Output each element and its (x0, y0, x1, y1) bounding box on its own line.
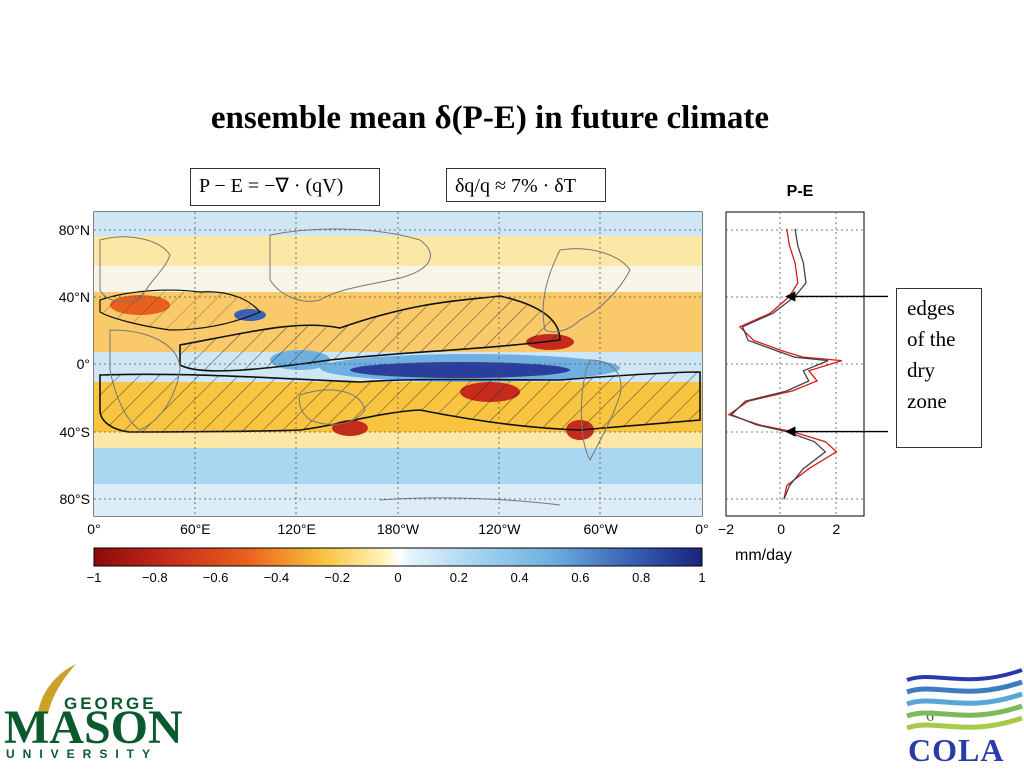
side-x-tick-label: 2 (833, 521, 841, 537)
annotation-line: dry (907, 358, 935, 382)
zonal-mean-series-line (727, 228, 843, 500)
slide-title: ensemble mean δ(P-E) in future climate (210, 100, 770, 136)
page-number: 6 (926, 708, 934, 725)
colorbar-tick-label: −0.2 (324, 570, 350, 585)
map-x-tick-label: 60°E (180, 521, 211, 537)
annotation-box: edges of the dry zone (896, 288, 982, 448)
zonal-mean-panel (725, 211, 865, 517)
colorbar-tick-label: 0.6 (571, 570, 589, 585)
side-x-tick-label: −2 (718, 521, 734, 537)
colorbar-tick-label: 0 (394, 570, 401, 585)
annotation-line: zone (907, 389, 947, 413)
logo-line-mason: MASON (4, 701, 183, 754)
map-y-tick-label: 0° (77, 356, 90, 372)
arrow-head-icon (785, 291, 796, 302)
logo-line-george: GEORGE (64, 694, 157, 713)
side-panel-title: P-E (786, 183, 814, 200)
side-panel-unit: mm/day (735, 547, 792, 564)
map-x-tick-label: 60°W (583, 521, 618, 537)
side-x-tick-label: 0 (777, 521, 785, 537)
colorbar (93, 547, 703, 567)
cola-logo-text: COLA (908, 732, 1005, 768)
colorbar-tick-label: −1 (87, 570, 102, 585)
annotation-line: of the (907, 327, 956, 351)
map-y-tick-label: 40°N (59, 289, 90, 305)
colorbar-tick-label: 0.4 (511, 570, 529, 585)
zonal-mean-series-line (730, 228, 829, 500)
logo-wave-icon (906, 668, 1023, 682)
map-x-tick-label: 0° (87, 521, 100, 537)
map-x-tick-label: 0° (695, 521, 708, 537)
colorbar-tick-label: −0.6 (203, 570, 229, 585)
colorbar-tick-label: −0.4 (264, 570, 290, 585)
colorbar-tick-label: 0.8 (632, 570, 650, 585)
annotation-line: edges (907, 296, 955, 320)
equation-clausius-clapeyron: δq/q ≈ 7% · δT (446, 168, 606, 202)
logo-line-university: UNIVERSITY (6, 747, 159, 761)
colorbar-tick-label: −0.8 (142, 570, 168, 585)
map-panel (93, 211, 703, 517)
cola-logo (906, 668, 1023, 731)
map-y-tick-label: 40°S (59, 424, 90, 440)
colorbar-tick-label: 1 (698, 570, 705, 585)
george-mason-logo (38, 664, 76, 714)
logo-flame-icon (38, 664, 76, 714)
map-y-tick-label: 80°S (59, 491, 90, 507)
equation-moisture-convergence: P − E = −∇ · (qV) (190, 168, 380, 206)
map-x-tick-label: 120°E (278, 521, 316, 537)
map-x-tick-label: 120°W (478, 521, 521, 537)
arrow-head-icon (785, 426, 796, 437)
colorbar-tick-label: 0.2 (450, 570, 468, 585)
map-y-tick-label: 80°N (59, 222, 90, 238)
map-x-tick-label: 180°W (377, 521, 420, 537)
